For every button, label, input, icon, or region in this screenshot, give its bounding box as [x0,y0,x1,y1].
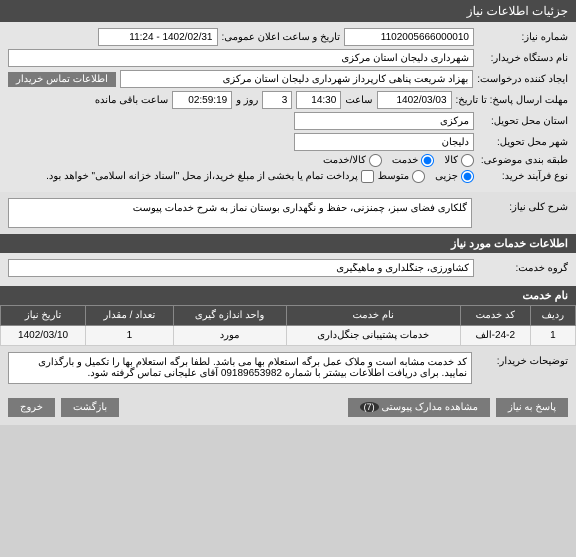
purchase-note-checkbox[interactable] [361,170,374,183]
announce-date-label: تاریخ و ساعت اعلان عمومی: [222,32,341,43]
cell-unit: مورد [173,326,286,346]
radio-medium-label: متوسط [378,171,409,182]
delivery-city-input[interactable] [294,133,474,151]
service-group-section: گروه خدمت: [0,253,576,286]
description-box: شرح کلی نیاز: گلکاری فضای سبز، چمنزنی، ح… [0,192,576,234]
announce-date-input[interactable] [98,28,218,46]
delivery-city-label: شهر محل تحویل: [478,137,568,148]
buyer-notes-box: توضیحات خریدار: کد خدمت مشابه است و ملاک… [0,346,576,390]
respond-button[interactable]: پاسخ به نیاز [496,398,568,417]
radio-kala-khadmat[interactable]: کالا/خدمت [323,154,382,167]
radio-medium[interactable]: متوسط [378,170,425,183]
radio-partial-label: جزیی [435,171,458,182]
attachments-count: (7) [360,402,379,412]
col-date: تاریخ نیاز [1,306,86,326]
purchase-note-label: پرداخت تمام یا بخشی از مبلغ خرید،از محل … [46,171,358,182]
remain-label: ساعت باقی مانده [95,95,168,106]
cell-qty: 1 [86,326,173,346]
description-label: شرح کلی نیاز: [478,198,568,213]
purchase-radio-group: جزیی متوسط [378,170,474,183]
creator-label: ایجاد کننده درخواست: [477,74,568,85]
col-name: نام خدمت [286,306,460,326]
radio-khadmat-label: خدمت [392,155,419,166]
radio-medium-input[interactable] [412,170,425,183]
response-deadline-label: مهلت ارسال پاسخ: تا تاریخ: [456,95,568,106]
delivery-province-label: استان محل تحویل: [478,116,568,127]
budget-radio-group: کالا خدمت کالا/خدمت [323,154,474,167]
radio-partial[interactable]: جزیی [435,170,474,183]
budget-type-label: طبقه بندی موضوعی: [478,155,568,166]
radio-kala-khadmat-label: کالا/خدمت [323,155,366,166]
remain-time-input[interactable] [172,91,232,109]
buyer-notes-text[interactable]: کد خدمت مشابه است و ملاک عمل برگه استعلا… [8,352,472,384]
col-qty: تعداد / مقدار [86,306,173,326]
need-number-label: شماره نیاز: [478,32,568,43]
services-info-header: اطلاعات خدمات مورد نیاز [0,234,576,253]
cell-name: خدمات پشتیبانی جنگل‌داری [286,326,460,346]
col-code: کد خدمت [460,306,530,326]
cell-date: 1402/03/10 [1,326,86,346]
contact-buyer-button[interactable]: اطلاعات تماس خریدار [8,72,116,87]
col-row: ردیف [530,306,575,326]
radio-kala[interactable]: کالا [444,154,474,167]
days-input[interactable] [262,91,292,109]
buyer-name-label: نام دستگاه خریدار: [478,53,568,64]
attachments-label: مشاهده مدارک پیوستی [381,402,478,413]
service-group-input[interactable] [8,259,474,277]
form-section: شماره نیاز: تاریخ و ساعت اعلان عمومی: نا… [0,22,576,192]
delivery-province-input[interactable] [294,112,474,130]
radio-partial-input[interactable] [461,170,474,183]
radio-khadmat[interactable]: خدمت [392,154,435,167]
purchase-type-label: نوع فرآیند خرید: [478,171,568,182]
footer-bar: پاسخ به نیاز مشاهده مدارک پیوستی (7) باز… [0,390,576,425]
table-row[interactable]: 1 24-2-الف خدمات پشتیبانی جنگل‌داری مورد… [1,326,576,346]
radio-khadmat-input[interactable] [421,154,434,167]
radio-kala-input[interactable] [461,154,474,167]
service-group-label: گروه خدمت: [478,263,568,274]
table-header-row: ردیف کد خدمت نام خدمت واحد اندازه گیری ت… [1,306,576,326]
need-number-input[interactable] [344,28,474,46]
buyer-notes-label: توضیحات خریدار: [478,352,568,367]
response-date-input[interactable] [377,91,452,109]
days-label: روز و [236,95,258,106]
radio-kala-khadmat-input[interactable] [369,154,382,167]
cell-row: 1 [530,326,575,346]
description-text[interactable]: گلکاری فضای سبز، چمنزنی، حفظ و نگهداری ب… [8,198,472,228]
panel-title: جزئیات اطلاعات نیاز [467,4,568,18]
back-button[interactable]: بازگشت [61,398,119,417]
panel-header: جزئیات اطلاعات نیاز [0,0,576,22]
radio-kala-label: کالا [444,155,458,166]
response-time-input[interactable] [296,91,341,109]
purchase-note-check[interactable]: پرداخت تمام یا بخشی از مبلغ خرید،از محل … [46,170,374,183]
creator-input[interactable] [120,70,473,88]
cell-code: 24-2-الف [460,326,530,346]
time-label: ساعت [345,95,372,106]
services-table: ردیف کد خدمت نام خدمت واحد اندازه گیری ت… [0,305,576,346]
exit-button[interactable]: خروج [8,398,55,417]
attachments-button[interactable]: مشاهده مدارک پیوستی (7) [348,398,490,417]
buyer-name-input[interactable] [8,49,474,67]
col-unit: واحد اندازه گیری [173,306,286,326]
service-name-header: نام خدمت [0,286,576,305]
